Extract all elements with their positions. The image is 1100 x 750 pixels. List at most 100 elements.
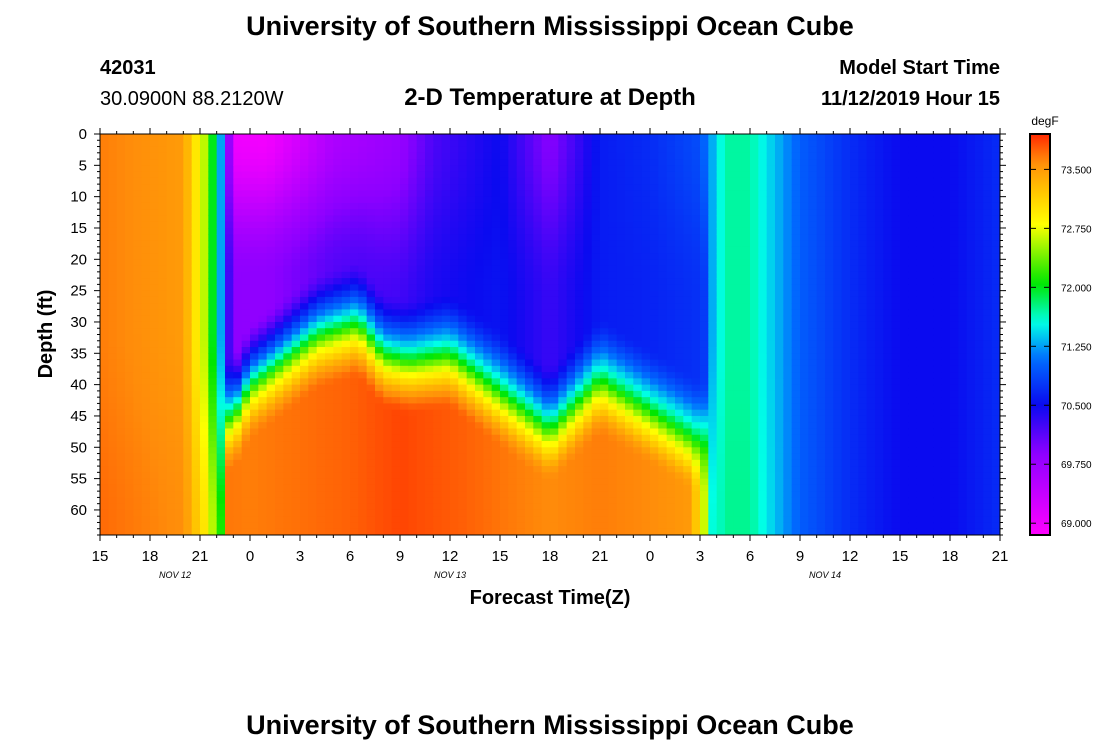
heatmap-cell — [358, 415, 368, 423]
heatmap-cell — [241, 253, 251, 260]
heatmap-cell — [358, 146, 368, 154]
heatmap-cell — [141, 202, 151, 210]
heatmap-cell — [191, 227, 201, 235]
heatmap-cell — [333, 441, 343, 448]
heatmap-cell — [350, 428, 359, 436]
heatmap-cell — [225, 409, 234, 417]
heatmap-cell — [641, 334, 651, 342]
heatmap-cell — [200, 516, 209, 524]
heatmap-cell — [333, 447, 343, 455]
heatmap-cell — [725, 271, 734, 279]
heatmap-cell — [658, 472, 668, 480]
heatmap-cell — [741, 171, 751, 179]
heatmap-cell — [683, 472, 693, 480]
heatmap-cell — [700, 347, 709, 354]
heatmap-cell — [441, 190, 451, 198]
heatmap-cell — [550, 184, 559, 191]
heatmap-cell — [566, 196, 576, 204]
heatmap-cell — [416, 372, 426, 379]
heatmap-cell — [600, 165, 609, 173]
heatmap-cell — [683, 240, 693, 248]
heatmap-cell — [225, 503, 234, 511]
heatmap-cell — [583, 296, 593, 304]
heatmap-cell — [150, 309, 159, 317]
heatmap-cell — [400, 284, 409, 292]
heatmap-cell — [466, 484, 476, 492]
heatmap-cell — [616, 353, 626, 361]
heatmap-cell — [258, 303, 268, 311]
heatmap-cell — [175, 159, 184, 166]
heatmap-cell — [550, 378, 559, 386]
heatmap-cell — [325, 140, 334, 148]
heatmap-cell — [183, 328, 193, 336]
heatmap-cell — [508, 196, 518, 204]
heatmap-cell — [366, 359, 376, 367]
heatmap-cell — [191, 271, 201, 279]
heatmap-cell — [666, 441, 676, 448]
heatmap-cell — [733, 246, 743, 254]
heatmap-cell — [383, 353, 393, 361]
heatmap-cell — [450, 359, 459, 367]
heatmap-cell — [725, 384, 734, 392]
heatmap-cell — [708, 491, 718, 499]
heatmap-cell — [475, 347, 484, 354]
heatmap-cell — [591, 146, 601, 154]
heatmap-cell — [708, 447, 718, 455]
heatmap-cell — [691, 190, 701, 198]
heatmap-cell — [108, 353, 118, 361]
heatmap-cell — [325, 390, 334, 398]
heatmap-cell — [516, 409, 526, 417]
heatmap-cell — [425, 290, 434, 298]
heatmap-cell — [350, 296, 359, 304]
heatmap-cell — [433, 472, 443, 480]
heatmap-cell — [541, 522, 551, 530]
heatmap-cell — [233, 271, 243, 279]
heatmap-cell — [266, 359, 276, 367]
heatmap-cell — [450, 328, 459, 336]
heatmap-cell — [141, 309, 151, 317]
heatmap-cell — [400, 152, 409, 160]
heatmap-cell — [716, 434, 726, 442]
heatmap-cell — [358, 140, 368, 148]
heatmap-cell — [641, 491, 651, 499]
heatmap-cell — [408, 516, 418, 524]
heatmap-cell — [441, 140, 451, 148]
heatmap-cell — [275, 403, 284, 411]
heatmap-cell — [391, 209, 401, 217]
heatmap-cell — [500, 328, 509, 336]
heatmap-cell — [333, 159, 343, 166]
heatmap-cell — [550, 466, 559, 473]
heatmap-cell — [491, 196, 501, 204]
heatmap-cell — [741, 334, 751, 342]
heatmap-cell — [350, 146, 359, 154]
heatmap-cell — [550, 271, 559, 279]
heatmap-cell — [316, 403, 326, 411]
heatmap-cell — [225, 422, 234, 430]
heatmap-cell — [516, 134, 526, 141]
heatmap-cell — [691, 259, 701, 267]
heatmap-cell — [600, 397, 609, 405]
heatmap-cell — [116, 334, 126, 342]
heatmap-cell — [541, 227, 551, 235]
heatmap-cell — [325, 466, 334, 473]
heatmap-cell — [583, 321, 593, 329]
heatmap-cell — [266, 177, 276, 185]
heatmap-cell — [391, 184, 401, 191]
heatmap-cell — [658, 347, 668, 354]
heatmap-cell — [325, 397, 334, 405]
heatmap-cell — [150, 196, 159, 204]
heatmap-cell — [691, 265, 701, 273]
heatmap-cell — [691, 184, 701, 191]
heatmap-cell — [266, 171, 276, 179]
heatmap-cell — [141, 209, 151, 217]
heatmap-cell — [400, 497, 409, 505]
heatmap-cell — [225, 284, 234, 292]
heatmap-cell — [125, 397, 134, 405]
heatmap-cell — [141, 240, 151, 248]
heatmap-cell — [616, 146, 626, 154]
heatmap-cell — [575, 303, 584, 311]
heatmap-cell — [375, 184, 384, 191]
heatmap-cell — [133, 359, 143, 367]
heatmap-cell — [658, 359, 668, 367]
heatmap-cell — [158, 409, 168, 417]
